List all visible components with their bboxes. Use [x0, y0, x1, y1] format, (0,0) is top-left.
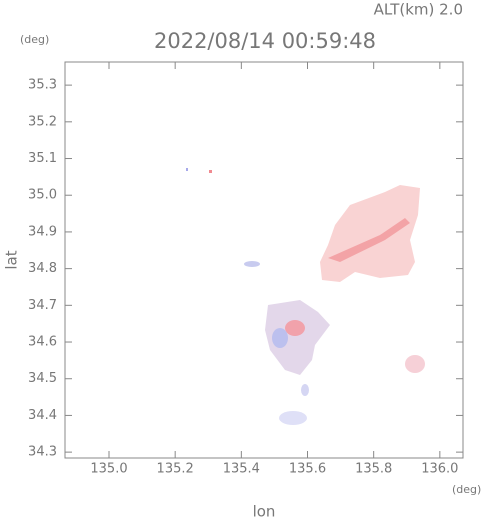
echo-region [265, 300, 330, 375]
echo-cell [301, 384, 309, 396]
x-tick-label: 135.8 [355, 462, 392, 477]
y-tick-label: 35.3 [28, 78, 57, 93]
y-tick-label: 35.0 [28, 188, 57, 203]
y-axis-label: lat [3, 250, 21, 269]
echo-cell [244, 261, 260, 267]
echo-cell [186, 168, 188, 171]
echo-field [186, 168, 425, 425]
echo-region [320, 185, 420, 282]
x-tick-label: 135.6 [289, 462, 326, 477]
y-tick-label: 34.3 [28, 445, 57, 460]
x-tick-label: 135.4 [223, 462, 260, 477]
y-tick-label: 34.5 [28, 371, 57, 386]
y-tick-label: 35.1 [28, 151, 57, 166]
axes: 135.0 135.2 135.4 135.6 135.8 136.0 34.3 34.4 34… [28, 62, 463, 477]
y-tick-label: 34.7 [28, 298, 57, 313]
x-tick-label: 136.0 [421, 462, 458, 477]
x-tick-label: 135.0 [90, 462, 127, 477]
y-tick-label: 35.2 [28, 114, 57, 129]
x-axis-label: lon [253, 503, 276, 521]
echo-cell [405, 355, 425, 373]
echo-band [328, 218, 410, 262]
echo-cell [209, 170, 212, 173]
echo-cell [279, 411, 307, 425]
echo-cell [285, 320, 305, 336]
altitude-label: ALT(km) 2.0 [374, 1, 463, 19]
y-tick-label: 34.8 [28, 261, 57, 276]
x-tick-label: 135.2 [157, 462, 194, 477]
chart-title: 2022/08/14 00:59:48 [154, 29, 376, 53]
y-unit: (deg) [20, 33, 49, 46]
y-tick-label: 34.9 [28, 224, 57, 239]
y-tick-label: 34.6 [28, 335, 57, 350]
echo-cell [272, 328, 288, 348]
y-tick-label: 34.4 [28, 408, 57, 423]
x-unit: (deg) [452, 483, 481, 496]
plot-frame [64, 61, 464, 459]
